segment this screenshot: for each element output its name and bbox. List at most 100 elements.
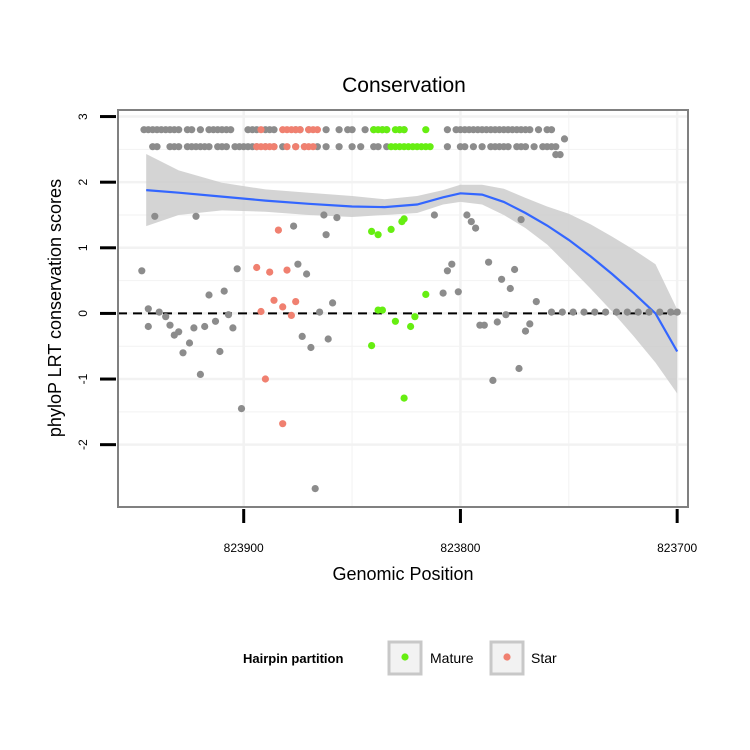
data-point-other xyxy=(322,143,330,151)
legend: Hairpin partition Mature Star xyxy=(243,640,557,676)
data-point-other xyxy=(591,308,599,316)
y-tick-label: 0 xyxy=(76,310,90,317)
data-point-other xyxy=(656,308,664,316)
data-point-star xyxy=(283,266,291,274)
data-point-star xyxy=(266,268,274,276)
data-point-star xyxy=(257,126,265,134)
data-point-other xyxy=(530,143,538,151)
data-point-other xyxy=(502,311,510,319)
data-point-star xyxy=(283,143,291,151)
data-point-other xyxy=(504,143,512,151)
data-point-other xyxy=(448,260,456,268)
data-point-other xyxy=(461,143,469,151)
data-point-mature xyxy=(368,227,376,235)
data-point-other xyxy=(192,212,200,220)
y-axis-label: phyloP LRT conservation scores xyxy=(45,179,65,437)
data-point-other xyxy=(552,143,560,151)
data-point-other xyxy=(322,126,330,134)
data-point-other xyxy=(498,275,506,283)
data-point-other xyxy=(430,211,438,219)
data-point-other xyxy=(348,126,356,134)
x-tick-label: 823700 xyxy=(657,541,697,555)
data-point-mature xyxy=(368,342,376,350)
data-point-other xyxy=(227,126,235,134)
y-tick-label: -1 xyxy=(76,373,90,384)
data-point-other xyxy=(485,258,493,266)
data-point-mature xyxy=(400,215,408,223)
data-point-other xyxy=(335,126,343,134)
data-point-other xyxy=(634,308,642,316)
ci-band-area xyxy=(146,154,678,394)
series-mature xyxy=(368,126,434,402)
data-point-star xyxy=(292,143,300,151)
data-point-other xyxy=(298,332,306,340)
data-point-other xyxy=(185,339,194,347)
data-point-other xyxy=(602,308,610,316)
data-point-other xyxy=(188,126,196,134)
data-point-other xyxy=(645,308,653,316)
data-point-other xyxy=(224,311,233,319)
data-point-other xyxy=(322,231,330,239)
x-tick-label: 823900 xyxy=(224,541,264,555)
data-point-other xyxy=(558,308,566,316)
data-point-other xyxy=(211,317,220,325)
data-point-other xyxy=(179,349,187,357)
data-point-mature xyxy=(422,290,430,298)
data-point-other xyxy=(303,270,311,278)
y-tick-label: 2 xyxy=(76,179,90,186)
legend-star-dot xyxy=(503,653,511,661)
data-point-other xyxy=(222,143,230,151)
data-point-other xyxy=(489,376,497,384)
data-point-mature xyxy=(387,225,395,233)
data-point-other xyxy=(472,224,480,232)
data-point-other xyxy=(151,212,159,220)
data-point-star xyxy=(279,303,287,311)
data-point-other xyxy=(196,126,204,134)
data-point-other xyxy=(329,299,337,307)
data-point-mature xyxy=(400,394,408,402)
data-point-other xyxy=(580,308,588,316)
data-point-other xyxy=(316,308,324,316)
data-point-mature xyxy=(422,126,430,134)
data-point-other xyxy=(510,265,519,274)
data-point-mature xyxy=(374,231,382,239)
data-point-other xyxy=(506,284,514,293)
data-point-mature xyxy=(407,322,415,331)
data-point-star xyxy=(296,126,304,134)
data-point-other xyxy=(320,211,328,219)
data-point-other xyxy=(216,347,224,356)
y-axis: 3 2 1 0 -1 -2 xyxy=(76,113,116,450)
data-point-star xyxy=(309,143,317,151)
data-point-other xyxy=(532,298,540,306)
smooth-trend-line xyxy=(146,189,679,353)
y-tick-label: 3 xyxy=(76,113,90,120)
data-point-other xyxy=(521,327,530,335)
data-point-star xyxy=(257,307,265,316)
data-point-other xyxy=(443,126,451,134)
data-point-other xyxy=(521,143,530,151)
data-point-other xyxy=(556,151,564,159)
x-axis-label: Genomic Position xyxy=(332,564,473,584)
data-point-other xyxy=(307,343,315,352)
legend-label-mature: Mature xyxy=(430,650,474,666)
panel-frame xyxy=(117,109,689,508)
data-point-other xyxy=(547,308,556,316)
data-point-other xyxy=(560,135,569,143)
series-star xyxy=(253,126,321,428)
data-point-other xyxy=(515,364,523,373)
data-point-other xyxy=(361,126,369,134)
data-point-star xyxy=(253,263,261,272)
data-point-other xyxy=(144,305,152,313)
data-point-other xyxy=(237,405,246,413)
data-point-other xyxy=(201,322,209,331)
data-point-star xyxy=(270,296,278,304)
data-point-other xyxy=(348,143,356,151)
data-point-other xyxy=(463,211,471,219)
data-point-other xyxy=(162,313,170,321)
data-point-other xyxy=(547,126,556,134)
data-point-star xyxy=(279,420,287,428)
data-point-other xyxy=(517,216,525,224)
data-point-other xyxy=(478,143,486,151)
data-point-other xyxy=(175,328,183,336)
